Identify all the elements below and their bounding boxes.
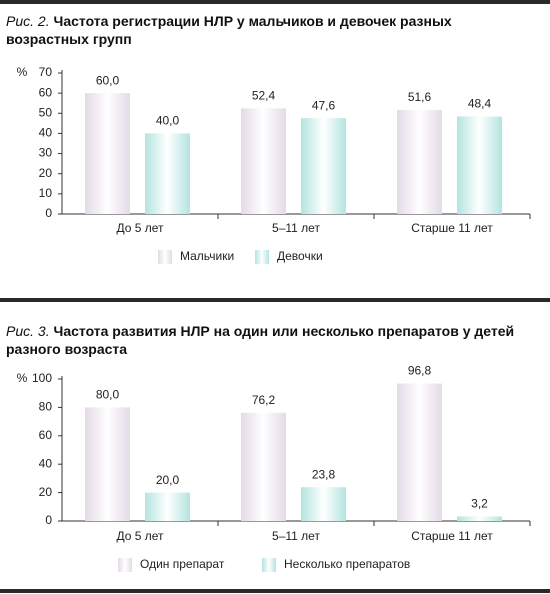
x-tick-label: 5–11 лет: [272, 529, 320, 543]
x-tick-label: До 5 лет: [116, 529, 164, 543]
y-tick-label: 0: [45, 206, 52, 220]
x-tick-label: 5–11 лет: [272, 221, 320, 235]
y-tick-label: 40: [39, 126, 53, 140]
y-tick-label: 60: [39, 85, 53, 99]
y-tick-label: 0: [45, 513, 52, 527]
x-tick-label: Старше 11 лет: [411, 529, 493, 543]
y-axis-label: %: [17, 371, 28, 385]
legend-label: Один препарат: [140, 557, 225, 571]
x-tick-label: Старше 11 лет: [411, 221, 493, 235]
y-tick-label: 10: [39, 186, 53, 200]
y-tick-label: 40: [39, 456, 53, 470]
value-label: 20,0: [156, 473, 180, 487]
legend-label: Несколько препаратов: [284, 557, 410, 571]
value-label: 60,0: [96, 73, 120, 87]
y-axis-label: %: [17, 65, 28, 79]
value-label: 52,4: [252, 89, 276, 103]
rule: [0, 589, 550, 593]
bar: [85, 93, 130, 214]
value-label: 96,8: [408, 364, 432, 378]
bar: [301, 118, 346, 214]
figure-label: Рис. 3.: [6, 323, 50, 339]
bar: [85, 407, 130, 521]
figure-label: Рис. 2.: [6, 13, 50, 29]
bar: [145, 133, 190, 214]
chart-title: Рис. 2. Частота регистрации НЛР у мальчи…: [6, 12, 526, 48]
legend-marker: [118, 558, 132, 572]
bar: [301, 487, 346, 521]
legend-label: Девочки: [277, 249, 323, 263]
x-tick-label: До 5 лет: [116, 221, 164, 235]
y-tick-label: 60: [39, 428, 53, 442]
value-label: 40,0: [156, 114, 180, 128]
rule: [0, 298, 550, 302]
rule: [0, 0, 550, 4]
value-label: 3,2: [471, 497, 488, 511]
y-tick-label: 20: [39, 485, 53, 499]
value-label: 76,2: [252, 393, 276, 407]
bar: [397, 383, 442, 521]
legend-marker: [262, 558, 276, 572]
value-label: 80,0: [96, 388, 120, 402]
value-label: 51,6: [408, 90, 432, 104]
title-text: Частота регистрации НЛР у мальчиков и де…: [6, 13, 452, 47]
bar: [145, 492, 190, 521]
bar: [241, 108, 286, 214]
y-tick-label: 50: [39, 105, 53, 119]
title-text: Частота развития НЛР на один или несколь…: [6, 323, 515, 357]
value-label: 47,6: [312, 98, 336, 112]
legend-marker: [255, 250, 269, 264]
y-tick-label: 70: [39, 65, 53, 79]
y-tick-label: 20: [39, 166, 53, 180]
bar: [241, 412, 286, 521]
bar: [397, 110, 442, 214]
bar: [457, 516, 502, 521]
y-tick-label: 80: [39, 400, 53, 414]
legend-marker: [158, 250, 172, 264]
value-label: 48,4: [468, 97, 492, 111]
chart-title: Рис. 3. Частота развития НЛР на один или…: [6, 322, 526, 358]
y-tick-label: 30: [39, 146, 53, 160]
bar: [457, 116, 502, 214]
legend-label: Мальчики: [180, 249, 234, 263]
y-tick-label: 100: [32, 371, 52, 385]
value-label: 23,8: [312, 467, 336, 481]
